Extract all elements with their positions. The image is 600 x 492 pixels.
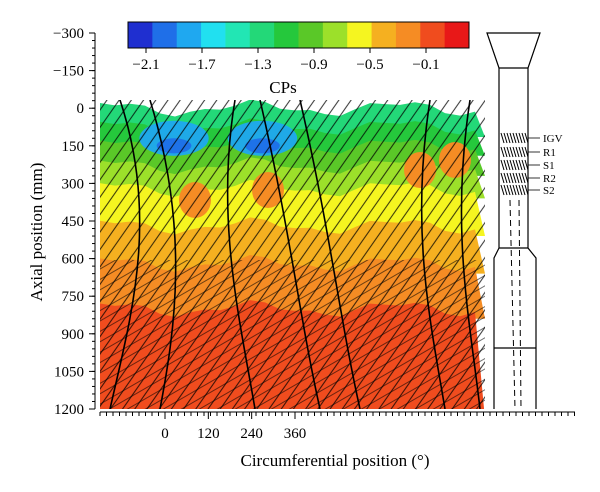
- blade-row: S2: [500, 184, 555, 197]
- streamline: [420, 100, 446, 409]
- x-tick-label: 360: [284, 426, 307, 442]
- x-axis-title: Circumferential position (°): [240, 451, 429, 470]
- blade-row-label: S2: [543, 185, 555, 197]
- y-tick-label: 450: [62, 214, 85, 230]
- blade-row-label: R2: [543, 173, 556, 185]
- colorbar-tick-label: −2.1: [132, 57, 159, 73]
- x-axis: 0 120 240 360: [99, 411, 575, 442]
- colorbar-tick-label: −0.9: [300, 57, 327, 73]
- blade-row: S1: [500, 159, 555, 172]
- y-tick-label: 900: [62, 327, 85, 343]
- streamline: [259, 100, 321, 409]
- blade-row-label: R1: [543, 147, 556, 159]
- streamline: [460, 100, 481, 409]
- blade-row-label: S1: [543, 160, 555, 172]
- y-tick-label: 150: [62, 139, 85, 155]
- colorbar-title: CPs: [269, 78, 296, 97]
- streamline: [226, 100, 256, 409]
- y-tick-label: −300: [53, 26, 84, 42]
- y-tick-label: 600: [62, 252, 85, 268]
- colorbar-swatch: [225, 22, 251, 48]
- colorbar-swatch: [249, 22, 275, 48]
- colorbar-swatch: [201, 22, 226, 48]
- streamline: [299, 100, 361, 409]
- y-tick-label: 750: [62, 289, 85, 305]
- colorbar-swatch: [371, 22, 397, 48]
- colorbar-swatch: [128, 22, 153, 48]
- streamline: [109, 100, 141, 409]
- y-tick-label: −150: [53, 64, 84, 80]
- colorbar-tick-label: −1.7: [188, 57, 216, 73]
- colorbar-tick-label: −0.1: [412, 57, 439, 73]
- colorbar: −2.1 −1.7 −1.3 −0.9 −0.5 −0.1: [127, 21, 470, 73]
- y-tick-label: 1200: [54, 402, 84, 418]
- y-axis-title: Axial position (mm): [27, 163, 46, 302]
- plot-area: [100, 100, 485, 409]
- colorbar-swatch: [347, 22, 373, 48]
- velocity-vectors-lower: [100, 260, 485, 409]
- colorbar-swatch: [298, 22, 324, 48]
- colorbar-swatch: [444, 22, 470, 48]
- colorbar-swatch: [420, 22, 446, 48]
- colorbar-swatch: [395, 22, 421, 48]
- blade-row: R1: [500, 146, 556, 159]
- x-tick-label: 120: [197, 426, 220, 442]
- colorbar-swatch: [152, 22, 178, 48]
- y-tick-label: 0: [77, 101, 85, 117]
- colorbar-swatch: [176, 22, 202, 48]
- blade-row: IGV: [500, 132, 563, 145]
- x-tick-label: 0: [161, 426, 169, 442]
- blade-row: R2: [500, 172, 556, 185]
- y-tick-label: 300: [62, 176, 85, 192]
- x-tick-label: 240: [240, 426, 263, 442]
- colorbar-swatch: [274, 22, 299, 48]
- streamline: [149, 100, 177, 409]
- y-tick-label: 1050: [54, 364, 84, 380]
- colorbar-tick-label: −0.5: [356, 57, 383, 73]
- colorbar-tick-label: −1.3: [244, 57, 271, 73]
- blade-row-label: IGV: [543, 133, 563, 145]
- colorbar-swatch: [322, 22, 348, 48]
- y-axis: −300 −150 0 150 300 450 600 750 900 1050 1200: [53, 26, 96, 418]
